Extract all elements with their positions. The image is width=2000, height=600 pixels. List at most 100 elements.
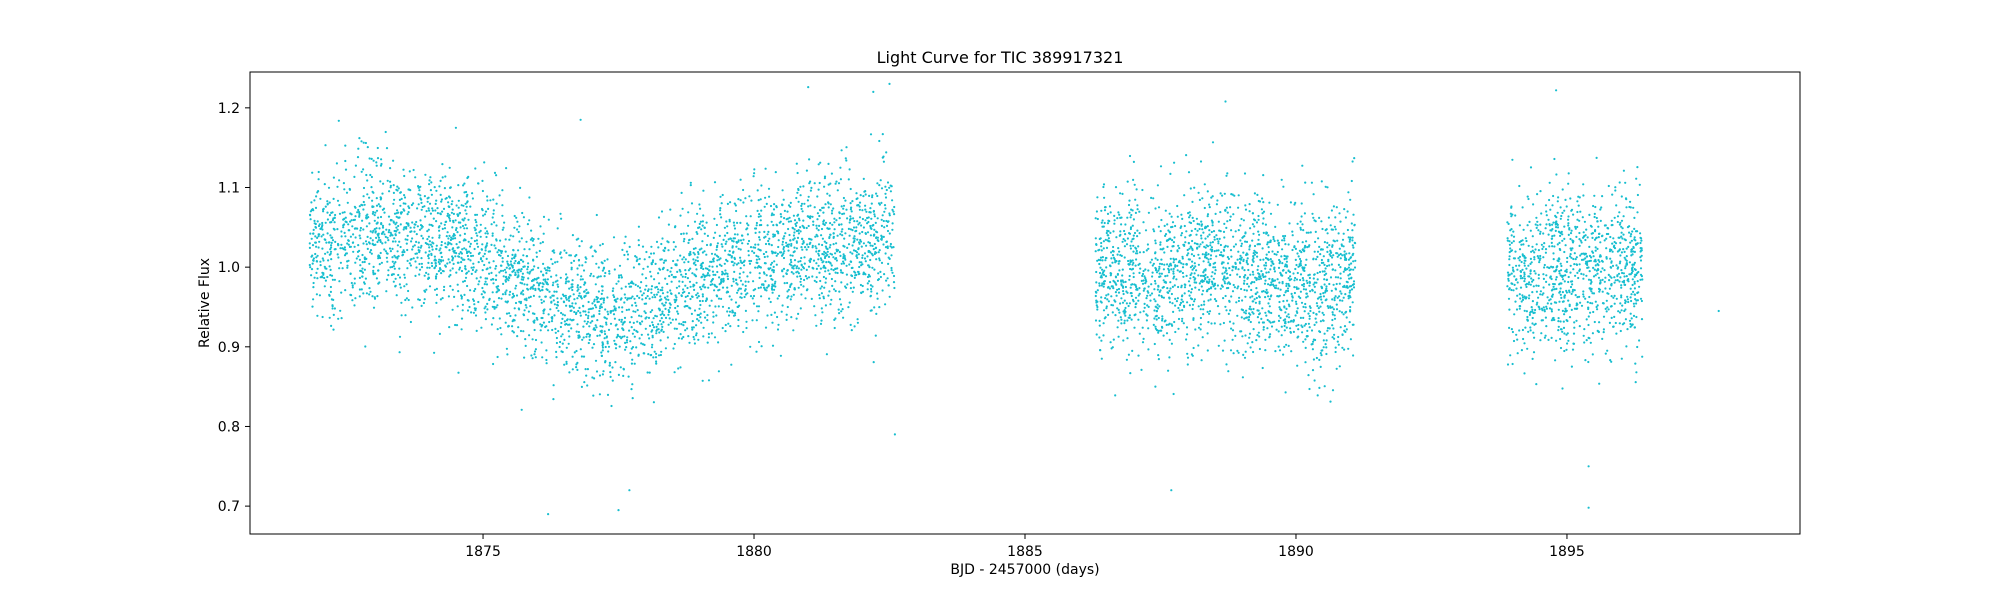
data-point [417, 241, 420, 244]
data-point [457, 371, 460, 374]
data-point [747, 224, 750, 227]
data-point [595, 370, 599, 373]
data-point [446, 212, 449, 215]
data-point [1244, 295, 1247, 298]
data-point [827, 206, 830, 209]
data-point [1301, 164, 1304, 167]
data-point [884, 185, 887, 188]
data-point [321, 247, 324, 250]
data-point [693, 288, 696, 291]
data-point [1267, 283, 1270, 286]
data-point [860, 261, 863, 264]
data-point [1113, 214, 1116, 217]
data-point [495, 238, 498, 241]
data-point [1208, 312, 1211, 315]
data-point [851, 244, 854, 247]
data-point [489, 199, 492, 202]
data-point [1335, 367, 1338, 370]
data-point [544, 325, 547, 329]
data-point [1169, 281, 1172, 284]
data-point [706, 267, 709, 270]
data-point [1107, 313, 1110, 316]
data-point [637, 225, 641, 228]
data-point [483, 283, 486, 286]
data-point [373, 297, 377, 300]
data-point [687, 260, 690, 263]
data-point [377, 239, 380, 242]
data-point [808, 259, 811, 262]
data-point [413, 230, 416, 233]
data-point [872, 209, 876, 213]
data-point [751, 297, 754, 300]
data-point [551, 250, 554, 253]
data-point [1102, 309, 1106, 312]
data-point [399, 245, 402, 249]
data-point [418, 189, 421, 192]
data-point [1261, 366, 1264, 370]
data-point [616, 328, 619, 331]
data-point [542, 273, 545, 276]
data-point [716, 242, 720, 245]
data-point [824, 281, 827, 284]
data-point [1341, 238, 1345, 241]
data-point [831, 284, 834, 287]
data-point [1156, 184, 1159, 187]
data-point [789, 254, 792, 257]
data-point [324, 279, 327, 282]
data-point [1293, 279, 1296, 282]
data-point [418, 249, 421, 252]
data-point [1181, 317, 1184, 320]
data-point [757, 265, 760, 268]
data-point [329, 290, 332, 293]
data-point [344, 216, 347, 219]
data-point [597, 275, 600, 278]
data-point [1169, 172, 1172, 175]
data-point [438, 249, 441, 252]
data-point [403, 196, 407, 199]
data-point [364, 240, 368, 243]
data-point [664, 316, 668, 319]
data-point [336, 228, 339, 231]
data-point [621, 323, 624, 326]
data-point [316, 220, 319, 223]
data-point [866, 288, 869, 291]
data-point [1345, 328, 1348, 331]
data-point [618, 264, 622, 267]
data-point [563, 363, 566, 366]
data-point [717, 305, 720, 308]
data-point [331, 278, 334, 281]
data-point [1289, 201, 1292, 204]
data-point [758, 224, 762, 227]
data-point [1301, 248, 1304, 251]
data-point [740, 292, 743, 295]
data-point [391, 273, 394, 276]
data-point [638, 314, 641, 317]
data-point [423, 195, 426, 198]
data-point [861, 290, 865, 293]
data-point [815, 227, 818, 230]
data-point [1123, 245, 1126, 248]
data-point [818, 293, 821, 297]
data-point [541, 316, 544, 320]
data-point [419, 219, 422, 222]
data-point [889, 245, 892, 248]
data-point [1302, 282, 1306, 286]
data-point [633, 362, 636, 365]
data-point [499, 239, 502, 242]
data-point [795, 224, 798, 227]
data-point [771, 344, 775, 347]
data-point [848, 168, 851, 171]
data-point [793, 231, 796, 234]
data-point [1124, 314, 1127, 317]
data-point [607, 345, 611, 348]
data-point [1344, 267, 1347, 270]
data-point [333, 307, 336, 310]
data-point [1108, 287, 1111, 290]
data-point [505, 312, 509, 315]
data-point [343, 254, 347, 257]
data-point [1175, 258, 1178, 261]
data-point [830, 268, 833, 271]
data-point [532, 244, 535, 247]
data-point [583, 290, 586, 293]
data-point [496, 251, 499, 254]
